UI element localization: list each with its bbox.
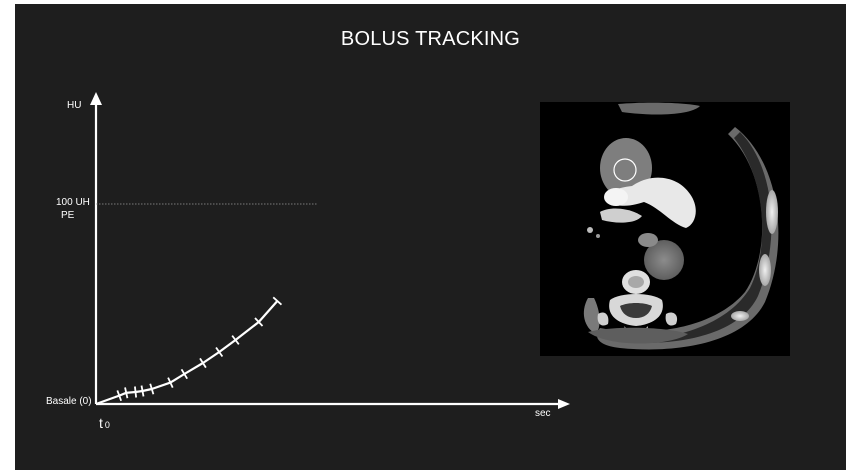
ct-axial-image xyxy=(540,102,790,356)
slide-title: BOLUS TRACKING xyxy=(340,28,521,50)
measurement-tick-7 xyxy=(180,368,188,380)
baseline-label: Basale (0) xyxy=(46,396,92,407)
measurement-tick-4 xyxy=(140,385,145,397)
threshold-sublabel: PE xyxy=(61,210,75,221)
x-axis-arrowhead xyxy=(558,399,570,409)
slide: BOLUS TRACKING HU 100 UH PE Basale (0) s… xyxy=(15,4,846,470)
y-axis-arrowhead xyxy=(90,92,102,105)
measurement-tick-3 xyxy=(134,386,138,398)
origin-t: t xyxy=(99,415,103,431)
measurement-tick-5 xyxy=(149,383,155,395)
measurement-ticks xyxy=(116,296,283,402)
measurement-tick-2 xyxy=(124,387,129,399)
measurement-tick-6 xyxy=(167,377,174,388)
y-axis-label: HU xyxy=(67,100,82,111)
threshold-label: 100 UH xyxy=(56,197,90,208)
measurement-tick-1 xyxy=(116,390,123,402)
measurement-tick-9 xyxy=(215,346,224,358)
measurement-tick-8 xyxy=(199,357,207,369)
measurement-tick-10 xyxy=(231,335,240,345)
measurement-tick-12 xyxy=(272,296,283,306)
x-axis-label: sec xyxy=(535,408,551,419)
enhancement-curve xyxy=(95,300,279,406)
measurement-tick-11 xyxy=(254,317,264,327)
bolus-curve-plot xyxy=(90,92,570,409)
ct-scan-illustration xyxy=(540,102,790,356)
origin-subscript: 0 xyxy=(104,420,110,430)
